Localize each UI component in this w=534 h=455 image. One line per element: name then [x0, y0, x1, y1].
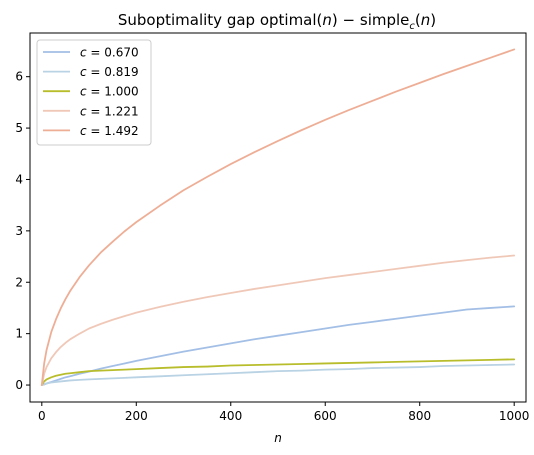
y-tick-label: 6: [15, 70, 23, 84]
y-tick-label: 4: [15, 172, 23, 186]
series-layer: [40, 48, 516, 386]
series-line-1: [40, 363, 516, 386]
ticks-layer: 0 200 400 600 800 1000 0 1 2 3 4 5 6: [15, 70, 529, 423]
series-line-2: [40, 358, 516, 386]
legend-label-4: c = 1.492: [80, 124, 139, 138]
y-tick-label: 0: [15, 378, 23, 392]
series-line-0: [40, 305, 516, 386]
title-prefix: Suboptimality gap optimal(: [118, 11, 323, 29]
chart-title: Suboptimality gap optimal(n) − simplec(n…: [118, 11, 436, 32]
y-tick-label: 5: [15, 121, 23, 135]
title-n1: n: [322, 11, 332, 29]
legend: c = 0.670 c = 0.819 c = 1.000 c = 1.221 c = …: [36, 39, 152, 146]
x-tick-label: 600: [314, 409, 337, 423]
title-close: ): [430, 11, 436, 29]
legend-label-0: c = 0.670: [80, 46, 139, 60]
legend-label-3: c = 1.221: [80, 104, 139, 118]
x-tick-label: 800: [408, 409, 431, 423]
series-line-3: [40, 254, 516, 386]
x-tick-label: 400: [219, 409, 242, 423]
legend-label-2: c = 1.000: [80, 85, 139, 99]
x-tick-label: 1000: [499, 409, 530, 423]
series-line-4: [40, 48, 516, 386]
y-tick-label: 1: [15, 327, 23, 341]
x-axis-label: n: [274, 431, 282, 445]
plot-frame: [29, 32, 527, 403]
x-tick-label: 0: [38, 409, 46, 423]
legend-box: [36, 39, 152, 146]
x-tick-label: 200: [125, 409, 148, 423]
y-tick-label: 3: [15, 224, 23, 238]
title-sub: c: [409, 21, 415, 32]
title-n2: n: [421, 11, 431, 29]
legend-label-1: c = 0.819: [80, 65, 139, 79]
title-open: (: [415, 11, 421, 29]
y-tick-label: 2: [15, 275, 23, 289]
title-mid: ) − simple: [332, 11, 409, 29]
